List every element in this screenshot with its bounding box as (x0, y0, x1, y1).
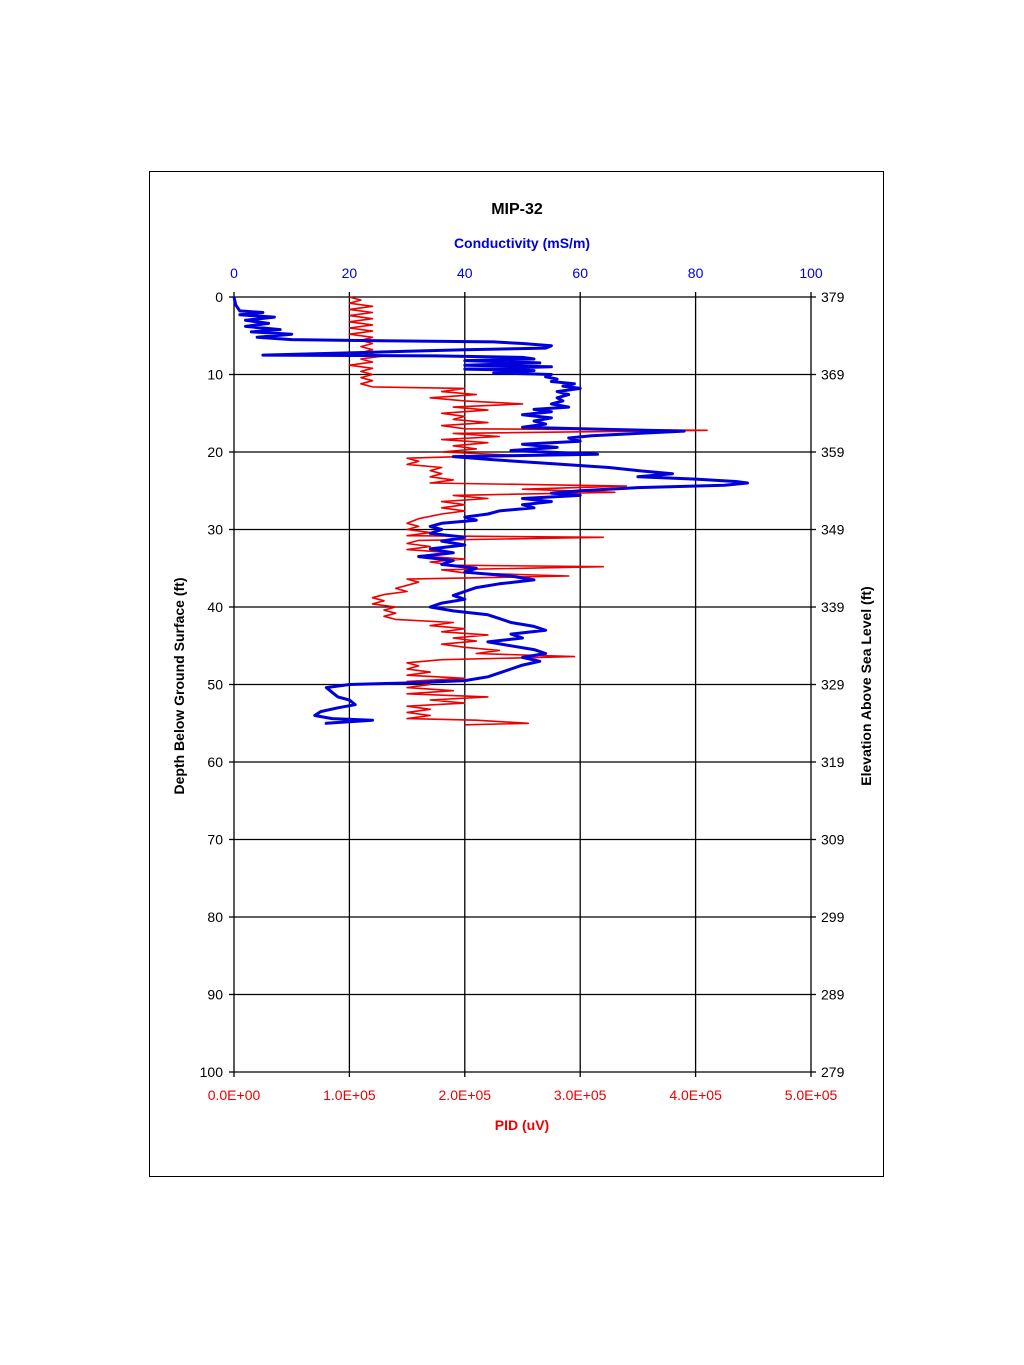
left-tick-label: 10 (207, 367, 223, 383)
left-tick-label: 50 (207, 677, 223, 693)
left-tick-label: 20 (207, 444, 223, 460)
chart-title: MIP-32 (491, 201, 543, 218)
top-tick-label: 60 (572, 265, 588, 281)
left-tick-label: 70 (207, 832, 223, 848)
series-layer (232, 296, 749, 726)
bottom-tick-label: 2.0E+05 (439, 1087, 492, 1103)
top-tick-label: 80 (688, 265, 704, 281)
right-axis-title: Elevation Above Sea Level (ft) (858, 586, 874, 785)
top-tick-label: 40 (457, 265, 473, 281)
right-tick-label: 319 (821, 754, 845, 770)
conductivity-series-line (232, 296, 749, 725)
left-tick-label: 30 (207, 522, 223, 538)
right-tick-label: 369 (821, 367, 845, 383)
top-axis-title: Conductivity (mS/m) (454, 235, 590, 251)
right-tick-label: 279 (821, 1064, 845, 1080)
bottom-tick-label: 5.0E+05 (785, 1087, 838, 1103)
left-tick-label: 60 (207, 754, 223, 770)
left-tick-label: 100 (200, 1064, 224, 1080)
left-tick-label: 40 (207, 599, 223, 615)
bottom-axis-title: PID (uV) (495, 1117, 549, 1133)
top-tick-label: 100 (799, 265, 823, 281)
right-tick-label: 379 (821, 289, 845, 305)
right-tick-label: 339 (821, 599, 845, 615)
right-tick-label: 349 (821, 522, 845, 538)
top-tick-label: 0 (230, 265, 238, 281)
right-tick-label: 299 (821, 909, 845, 925)
left-tick-label: 80 (207, 909, 223, 925)
right-tick-label: 359 (821, 444, 845, 460)
right-tick-label: 309 (821, 832, 845, 848)
left-tick-label: 0 (215, 289, 223, 305)
top-tick-label: 20 (342, 265, 358, 281)
bottom-tick-label: 0.0E+00 (208, 1087, 261, 1103)
bottom-tick-label: 1.0E+05 (323, 1087, 376, 1103)
grid-layer (229, 292, 816, 1077)
right-tick-label: 289 (821, 987, 845, 1003)
left-axis-title: Depth Below Ground Surface (ft) (171, 578, 187, 795)
left-tick-label: 90 (207, 987, 223, 1003)
right-tick-label: 329 (821, 677, 845, 693)
bottom-tick-label: 3.0E+05 (554, 1087, 607, 1103)
chart-frame (149, 171, 884, 1177)
bottom-tick-label: 4.0E+05 (669, 1087, 722, 1103)
